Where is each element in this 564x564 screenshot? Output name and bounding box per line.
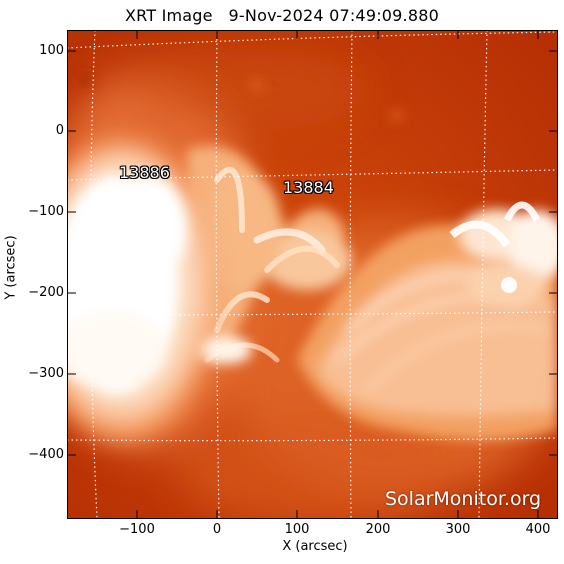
y-tick-label: −400 [28, 447, 64, 462]
x-tick-label: −100 [119, 522, 155, 537]
x-tick-label: 0 [212, 522, 222, 537]
y-tick-label: −200 [28, 285, 64, 300]
y-tick-label: −300 [28, 366, 64, 381]
x-tick-label: 200 [365, 522, 391, 537]
x-tick-label: 400 [525, 522, 551, 537]
y-tick-label: 100 [39, 43, 64, 58]
image-title: XRT Image 9-Nov-2024 07:49:09.880 [125, 6, 439, 25]
x-tick-label: 300 [445, 522, 471, 537]
x-axis-label: X (arcsec) [282, 539, 348, 554]
active-region-label: 13886 [119, 163, 170, 182]
y-tick-label: −100 [28, 204, 64, 219]
x-tick-label: 100 [284, 522, 310, 537]
solar-image [67, 30, 557, 518]
watermark: SolarMonitor.org [385, 488, 542, 510]
y-tick-label: 0 [55, 123, 64, 138]
active-region-label: 13884 [283, 178, 334, 197]
solar-image-panel: 13886 13884 SolarMonitor.org [67, 30, 557, 518]
